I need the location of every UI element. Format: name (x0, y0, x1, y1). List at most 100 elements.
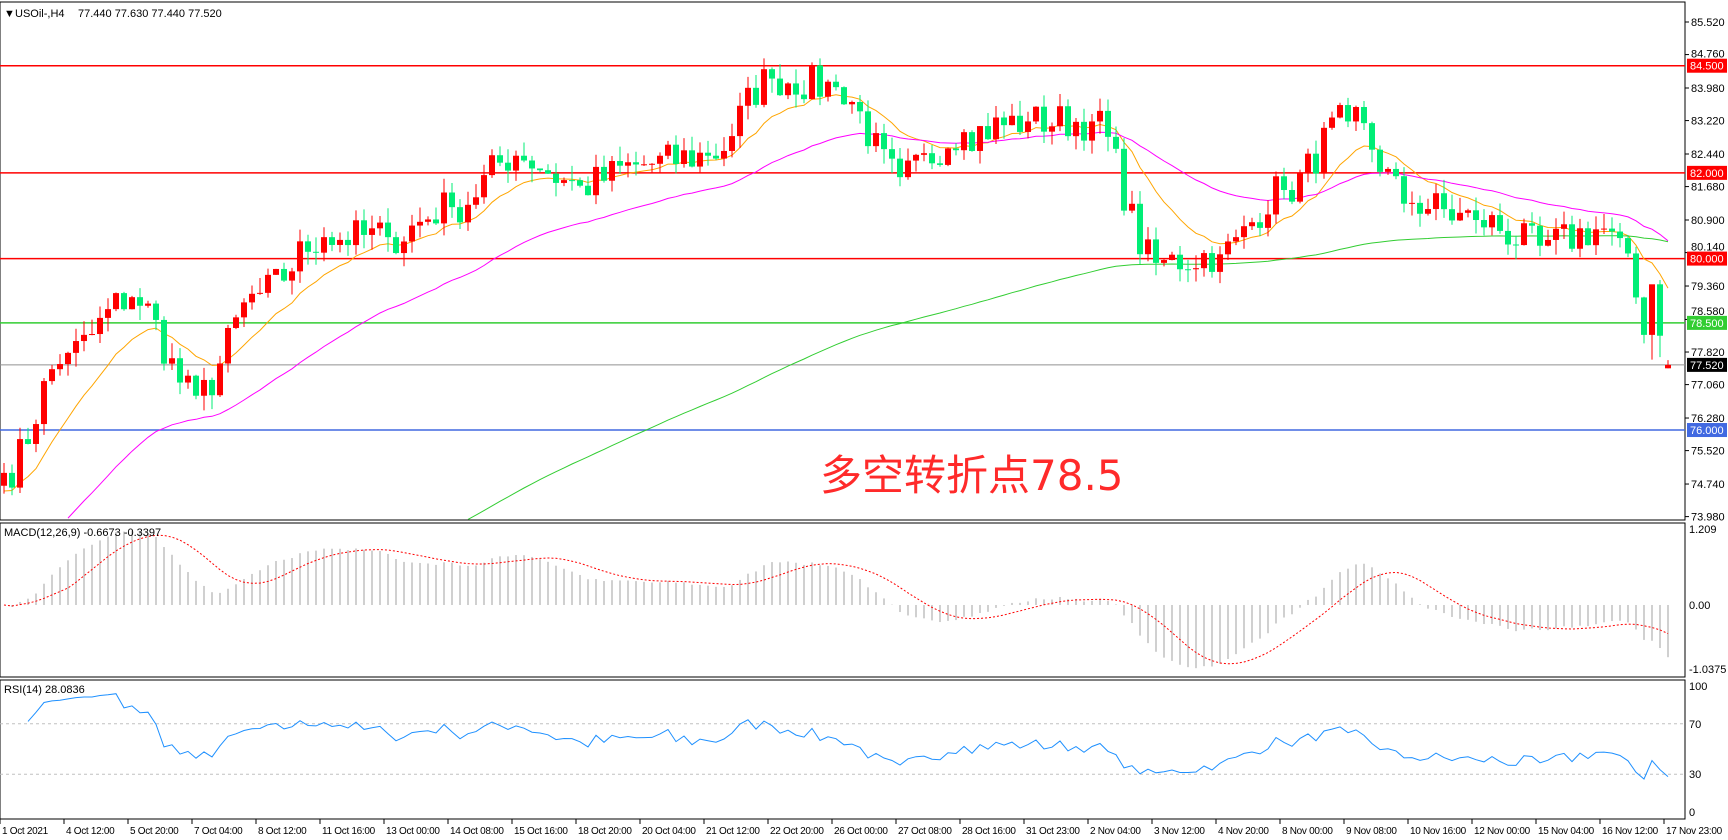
candle-body (185, 375, 191, 383)
candle-body (1113, 136, 1119, 149)
time-tick-label: 4 Nov 20:00 (1218, 826, 1269, 837)
candle-body (1585, 228, 1591, 246)
candle-body (561, 180, 567, 183)
macd-label: MACD(12,26,9) -0.6673 -0.3397 (4, 527, 161, 539)
candle-body (1433, 193, 1439, 210)
candle-body (129, 297, 135, 310)
time-tick-label: 7 Oct 04:00 (194, 826, 243, 837)
candle-body (1025, 121, 1031, 132)
ma-fast-line (3, 94, 1669, 492)
candle-body (1265, 214, 1271, 228)
candle-body (1409, 202, 1415, 204)
candle-body (1449, 209, 1455, 221)
candle-body (617, 161, 623, 166)
level-tag-84.500 (1687, 58, 1727, 73)
candle-body (649, 163, 655, 165)
candle-body (457, 207, 463, 223)
candle-body (1017, 115, 1023, 132)
time-tick-label: 15 Nov 04:00 (1538, 826, 1595, 837)
candle-body (105, 309, 111, 318)
candle-body (497, 155, 503, 163)
candle-body (785, 83, 791, 96)
candle-body (1233, 237, 1239, 242)
candle-body (689, 150, 695, 167)
candle-body (697, 152, 703, 167)
candle-body (1569, 224, 1575, 249)
candle-body (537, 168, 543, 171)
time-tick-label: 27 Oct 08:00 (898, 826, 952, 837)
candle-body (57, 364, 63, 370)
candle-body (745, 87, 751, 106)
candle-body (481, 175, 487, 198)
candle-body (1473, 210, 1479, 221)
price-tick-label: 77.820 (1691, 347, 1725, 359)
candle-body (249, 293, 255, 303)
candle-body (225, 327, 231, 364)
time-tick-label: 21 Oct 12:00 (706, 826, 760, 837)
time-tick-label: 13 Oct 00:00 (386, 826, 440, 837)
candle-body (201, 379, 207, 396)
candle-body (809, 65, 815, 100)
candle-body (1385, 168, 1391, 172)
time-tick-label: 15 Oct 16:00 (514, 826, 568, 837)
level-tag-text: 78.500 (1690, 318, 1724, 330)
candle-body (1137, 203, 1143, 255)
time-tick-label: 26 Oct 00:00 (834, 826, 888, 837)
time-tick-label: 8 Oct 12:00 (258, 826, 307, 837)
candle-body (1129, 203, 1135, 211)
candle-body (705, 152, 711, 156)
candle-body (1553, 228, 1559, 240)
candle-body (1345, 105, 1351, 122)
candle-body (297, 241, 303, 272)
annotation-text: 多空转折点78.5 (820, 451, 1124, 500)
candle-body (1249, 222, 1255, 227)
candle-body (73, 341, 79, 353)
candle-body (1561, 224, 1567, 229)
candle-body (1609, 228, 1615, 232)
price-tick-label: 77.060 (1691, 380, 1725, 392)
candle-body (1073, 121, 1079, 137)
candle-body (1369, 123, 1375, 150)
candle-body (1065, 106, 1071, 137)
candle-body (881, 133, 887, 150)
rsi-tick-label: 0 (1689, 807, 1695, 819)
candle-body (25, 439, 31, 444)
candle-body (41, 381, 47, 425)
candle-body (393, 237, 399, 254)
candle-body (665, 144, 671, 156)
candle-body (433, 219, 439, 224)
candle-body (489, 155, 495, 176)
candle-body (657, 155, 663, 164)
candle-body (977, 126, 983, 151)
price-tick-label: 80.900 (1691, 215, 1725, 227)
candle-body (505, 162, 511, 171)
candle-body (721, 150, 727, 159)
level-tag-text: 76.000 (1690, 425, 1724, 437)
level-tags: 84.500 82.000 80.000 78.500 76.000 77.520 (1687, 58, 1727, 438)
macd-signal-line (3, 534, 1669, 665)
collapse-arrow-icon[interactable]: ▼ (4, 8, 15, 20)
level-tag-text: 77.520 (1690, 360, 1724, 372)
candle-body (513, 155, 519, 171)
candle-body (1593, 229, 1599, 246)
candle-body (1329, 117, 1335, 128)
level-tag-77.520 (1687, 357, 1727, 372)
candle-body (793, 83, 799, 95)
candle-body (521, 155, 527, 161)
candle-body (289, 271, 295, 281)
price-tick-label: 73.980 (1691, 512, 1725, 524)
candle-body (1577, 228, 1583, 249)
candle-body (385, 222, 391, 238)
candle-body (241, 302, 247, 318)
candle-body (1057, 106, 1063, 127)
candle-body (585, 185, 591, 196)
candle-body (1009, 115, 1015, 126)
candle-body (1273, 176, 1279, 215)
candle-body (17, 439, 23, 488)
candle-body (921, 153, 927, 155)
rsi-line (27, 693, 1669, 780)
candle-body (1465, 210, 1471, 213)
candle-body (937, 163, 943, 165)
rsi-pane (0, 693, 1685, 780)
